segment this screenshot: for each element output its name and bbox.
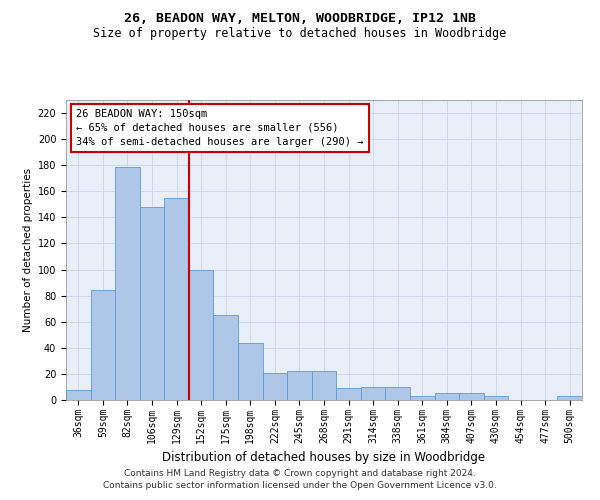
Bar <box>410 396 434 400</box>
Bar <box>263 372 287 400</box>
Bar <box>91 290 115 400</box>
X-axis label: Distribution of detached houses by size in Woodbridge: Distribution of detached houses by size … <box>163 451 485 464</box>
Text: Contains HM Land Registry data © Crown copyright and database right 2024.
Contai: Contains HM Land Registry data © Crown c… <box>103 469 497 490</box>
Bar <box>214 315 238 400</box>
Bar <box>336 388 361 400</box>
Text: Size of property relative to detached houses in Woodbridge: Size of property relative to detached ho… <box>94 28 506 40</box>
Bar <box>66 390 91 400</box>
Bar <box>361 387 385 400</box>
Bar <box>287 372 312 400</box>
Bar <box>115 166 140 400</box>
Bar <box>459 394 484 400</box>
Bar <box>140 207 164 400</box>
Bar <box>557 396 582 400</box>
Y-axis label: Number of detached properties: Number of detached properties <box>23 168 34 332</box>
Bar <box>434 394 459 400</box>
Bar <box>484 396 508 400</box>
Bar <box>385 387 410 400</box>
Bar <box>312 372 336 400</box>
Bar <box>238 342 263 400</box>
Bar <box>164 198 189 400</box>
Text: 26, BEADON WAY, MELTON, WOODBRIDGE, IP12 1NB: 26, BEADON WAY, MELTON, WOODBRIDGE, IP12… <box>124 12 476 26</box>
Text: 26 BEADON WAY: 150sqm
← 65% of detached houses are smaller (556)
34% of semi-det: 26 BEADON WAY: 150sqm ← 65% of detached … <box>76 109 364 147</box>
Bar <box>189 270 214 400</box>
